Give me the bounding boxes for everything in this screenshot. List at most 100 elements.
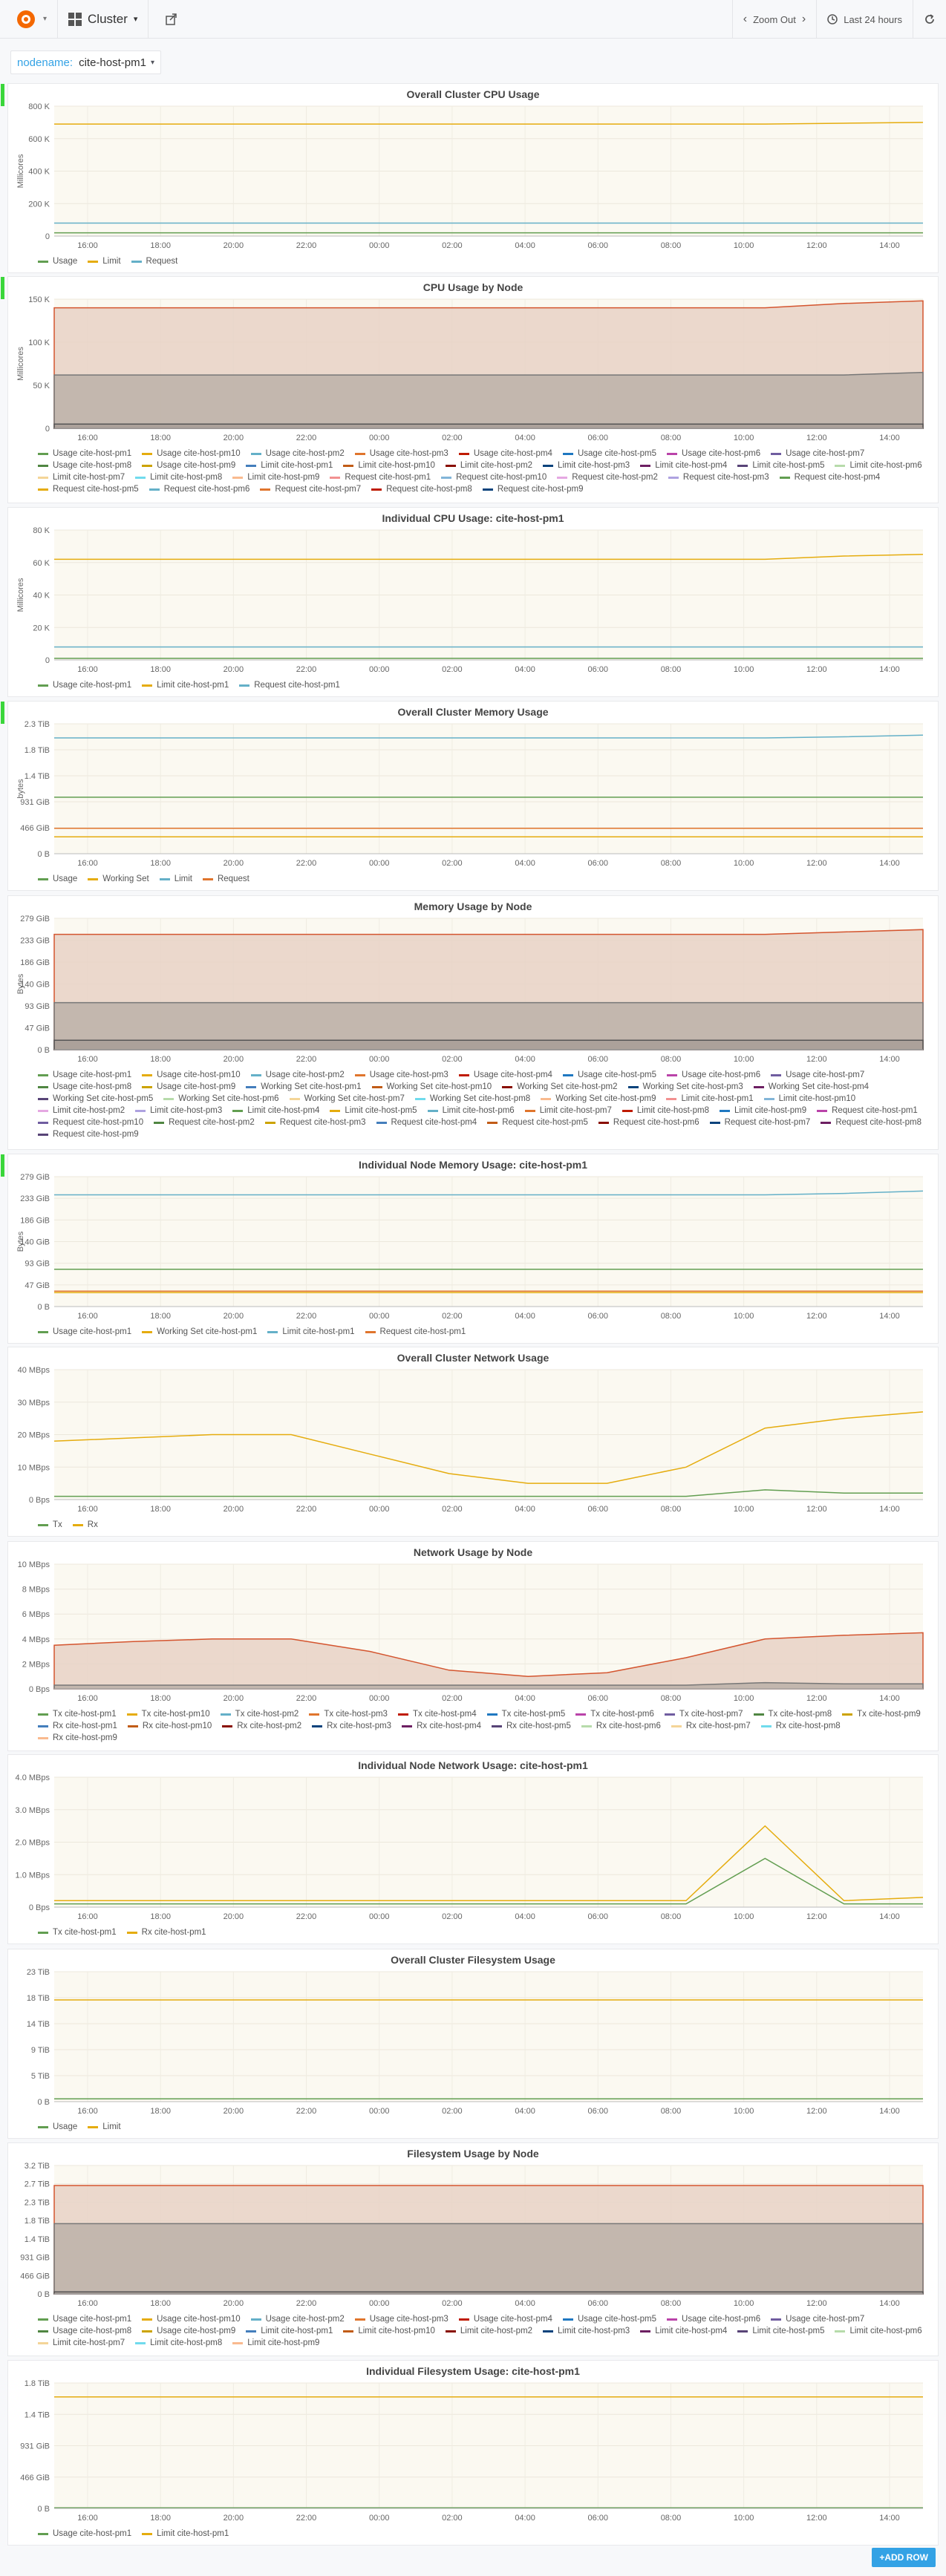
legend-item[interactable]: Limit cite-host-pm1: [267, 1327, 355, 1336]
legend-item[interactable]: Rx cite-host-pm8: [760, 1722, 841, 1730]
legend-item[interactable]: Limit cite-host-pm6: [835, 2327, 922, 2335]
zoom-out-button[interactable]: ‹ Zoom Out ›: [731, 0, 816, 39]
legend-item[interactable]: Tx cite-host-pm3: [309, 1710, 388, 1719]
legend-item[interactable]: Limit cite-host-pm7: [38, 2338, 125, 2347]
legend-item[interactable]: Working Set cite-host-pm4: [753, 1082, 869, 1091]
legend-item[interactable]: Limit cite-host-pm8: [135, 2338, 222, 2347]
legend-item[interactable]: Request cite-host-pm3: [264, 1118, 366, 1127]
legend-item[interactable]: Limit cite-host-pm1: [246, 461, 333, 470]
panel-title[interactable]: Overall Cluster Network Usage: [397, 1352, 549, 1364]
legend-item[interactable]: Usage cite-host-pm1: [38, 681, 131, 690]
legend-item[interactable]: Limit cite-host-pm8: [135, 473, 222, 482]
legend-item[interactable]: Limit cite-host-pm3: [543, 461, 630, 470]
legend-item[interactable]: Request cite-host-pm8: [821, 1118, 921, 1127]
legend-item[interactable]: Usage cite-host-pm1: [38, 1070, 131, 1079]
legend-item[interactable]: Usage cite-host-pm10: [142, 2315, 241, 2324]
legend-item[interactable]: Limit cite-host-pm1: [246, 2327, 333, 2335]
legend-item[interactable]: Usage cite-host-pm3: [354, 1070, 448, 1079]
legend-item[interactable]: Request cite-host-pm1: [365, 1327, 466, 1336]
legend-item[interactable]: Limit cite-host-pm5: [737, 461, 824, 470]
graph-panel[interactable]: Network Usage by Node 0 Bps 2 MBps 4 MBps 6 …: [7, 1541, 939, 1751]
legend-item[interactable]: Usage cite-host-pm7: [771, 2315, 864, 2324]
graph-panel[interactable]: Individual Node Memory Usage: cite-host-…: [1, 1154, 939, 1344]
legend-item[interactable]: Request cite-host-pm9: [482, 485, 584, 494]
legend-item[interactable]: Limit cite-host-pm7: [38, 473, 125, 482]
panel-title[interactable]: Overall Cluster Filesystem Usage: [391, 1954, 555, 1966]
legend-item[interactable]: Usage cite-host-pm1: [38, 449, 131, 458]
legend-item[interactable]: Limit cite-host-pm6: [427, 1106, 515, 1115]
legend-item[interactable]: Rx cite-host-pm2: [222, 1722, 301, 1730]
panel-title[interactable]: Overall Cluster CPU Usage: [406, 88, 540, 100]
legend-item[interactable]: Request cite-host-pm5: [487, 1118, 588, 1127]
legend-item[interactable]: Limit cite-host-pm2: [38, 1106, 125, 1115]
legend-item[interactable]: Usage cite-host-pm3: [354, 449, 448, 458]
legend-item[interactable]: Rx: [72, 1520, 98, 1529]
legend-item[interactable]: Working Set cite-host-pm1: [142, 1327, 257, 1336]
legend-item[interactable]: Usage: [38, 2122, 77, 2131]
legend-item[interactable]: Limit cite-host-pm9: [232, 2338, 319, 2347]
legend-item[interactable]: Usage cite-host-pm8: [38, 1082, 131, 1091]
chevron-right-icon[interactable]: ›: [801, 13, 806, 25]
legend-item[interactable]: Request cite-host-pm6: [149, 485, 249, 494]
legend-item[interactable]: Working Set: [88, 875, 149, 883]
legend-item[interactable]: Limit cite-host-pm7: [524, 1106, 612, 1115]
legend-item[interactable]: Request cite-host-pm8: [371, 485, 472, 494]
panel-title[interactable]: Individual Node Memory Usage: cite-host-…: [358, 1159, 588, 1171]
graph-panel[interactable]: Individual Filesystem Usage: cite-host-p…: [7, 2360, 939, 2546]
panel-title[interactable]: CPU Usage by Node: [423, 281, 523, 293]
legend-item[interactable]: Usage cite-host-pm1: [38, 1327, 131, 1336]
legend-item[interactable]: Usage cite-host-pm4: [458, 449, 552, 458]
panel-title[interactable]: Overall Cluster Memory Usage: [397, 706, 549, 718]
legend-item[interactable]: Rx cite-host-pm7: [671, 1722, 751, 1730]
legend-item[interactable]: Request cite-host-pm3: [668, 473, 769, 482]
legend-item[interactable]: Tx cite-host-pm5: [486, 1710, 565, 1719]
legend-item[interactable]: Working Set cite-host-pm10: [371, 1082, 492, 1091]
legend-item[interactable]: Limit cite-host-pm1: [142, 2529, 229, 2538]
legend-item[interactable]: Limit cite-host-pm4: [232, 1106, 319, 1115]
legend-item[interactable]: Request: [202, 875, 249, 883]
legend-item[interactable]: Tx cite-host-pm9: [842, 1710, 921, 1719]
graph-panel[interactable]: Overall Cluster CPU Usage 0 200 K 400 K 600 …: [1, 83, 939, 273]
legend-item[interactable]: Tx cite-host-pm7: [664, 1710, 743, 1719]
legend-item[interactable]: Limit cite-host-pm9: [232, 473, 319, 482]
legend-item[interactable]: Usage cite-host-pm2: [250, 2315, 345, 2324]
legend-item[interactable]: Rx cite-host-pm1: [38, 1722, 117, 1730]
legend-item[interactable]: Usage cite-host-pm9: [142, 1082, 235, 1091]
panel-title[interactable]: Individual Filesystem Usage: cite-host-p…: [366, 2365, 580, 2377]
legend-item[interactable]: Usage cite-host-pm6: [667, 2315, 760, 2324]
legend-item[interactable]: Request: [131, 257, 177, 266]
legend-item[interactable]: Request cite-host-pm7: [260, 485, 361, 494]
legend-item[interactable]: Limit cite-host-pm6: [835, 461, 922, 470]
legend-item[interactable]: Rx cite-host-pm3: [312, 1722, 391, 1730]
graph-panel[interactable]: Individual CPU Usage: cite-host-pm1 0 20 K…: [7, 507, 939, 697]
legend-item[interactable]: Usage cite-host-pm8: [38, 2327, 131, 2335]
legend-item[interactable]: Limit cite-host-pm3: [135, 1106, 222, 1115]
graph-panel[interactable]: Individual Node Network Usage: cite-host…: [7, 1754, 939, 1944]
legend-item[interactable]: Limit cite-host-pm3: [543, 2327, 630, 2335]
legend-item[interactable]: Usage cite-host-pm8: [38, 461, 131, 470]
legend-item[interactable]: Usage cite-host-pm9: [142, 2327, 235, 2335]
legend-item[interactable]: Limit cite-host-pm4: [640, 2327, 727, 2335]
add-row-button[interactable]: +ADD ROW: [872, 2548, 936, 2567]
graph-panel[interactable]: CPU Usage by Node 0 50 K 100 K 150 K 16:00 18:…: [1, 276, 939, 503]
legend-item[interactable]: Limit cite-host-pm10: [763, 1094, 855, 1103]
legend-item[interactable]: Request cite-host-pm1: [239, 681, 340, 690]
legend-item[interactable]: Limit cite-host-pm10: [343, 461, 435, 470]
legend-item[interactable]: Working Set cite-host-pm1: [246, 1082, 362, 1091]
legend-item[interactable]: Request cite-host-pm7: [709, 1118, 810, 1127]
legend-item[interactable]: Rx cite-host-pm6: [581, 1722, 661, 1730]
legend-item[interactable]: Limit cite-host-pm10: [343, 2327, 435, 2335]
legend-item[interactable]: Tx cite-host-pm1: [38, 1710, 117, 1719]
legend-item[interactable]: Limit cite-host-pm9: [719, 1106, 806, 1115]
legend-item[interactable]: Tx cite-host-pm4: [397, 1710, 477, 1719]
legend-item[interactable]: Tx cite-host-pm2: [220, 1710, 299, 1719]
legend-item[interactable]: Limit cite-host-pm2: [445, 461, 532, 470]
graph-panel[interactable]: Overall Cluster Memory Usage 0 B 466 GiB 93…: [1, 701, 939, 891]
legend-item[interactable]: Limit cite-host-pm5: [737, 2327, 824, 2335]
legend-item[interactable]: Usage cite-host-pm4: [458, 2315, 552, 2324]
legend-item[interactable]: Tx cite-host-pm8: [753, 1710, 832, 1719]
legend-item[interactable]: Request cite-host-pm2: [154, 1118, 255, 1127]
legend-item[interactable]: Usage cite-host-pm3: [354, 2315, 448, 2324]
legend-item[interactable]: Usage: [38, 257, 77, 266]
legend-item[interactable]: Usage cite-host-pm10: [142, 1070, 241, 1079]
